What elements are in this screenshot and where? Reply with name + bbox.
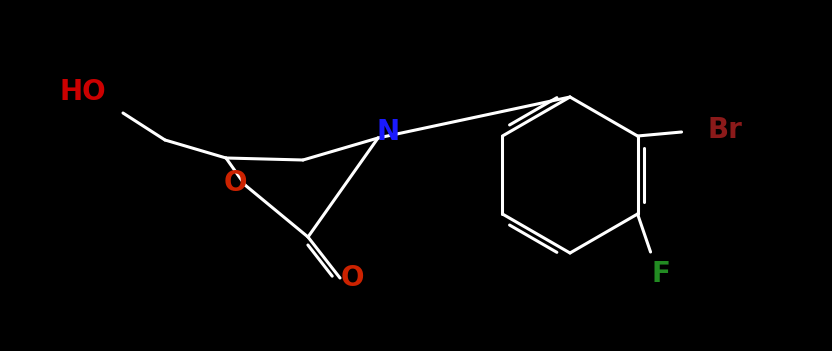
Text: O: O: [340, 264, 364, 292]
Text: N: N: [376, 118, 399, 146]
Text: O: O: [223, 169, 247, 197]
Text: HO: HO: [60, 78, 106, 106]
Text: Br: Br: [707, 116, 742, 144]
Text: F: F: [651, 260, 670, 288]
